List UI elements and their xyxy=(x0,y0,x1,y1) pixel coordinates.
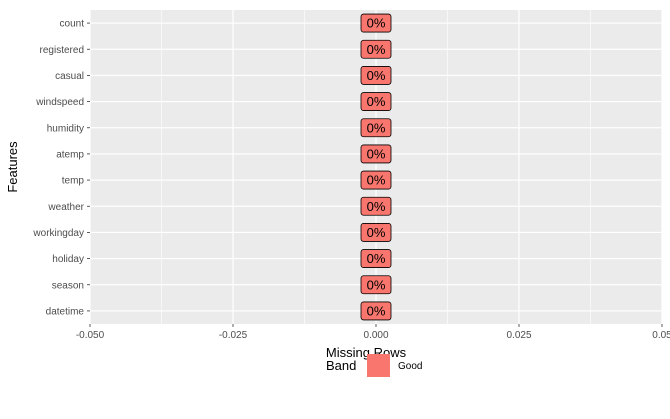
y-tick-label: registered xyxy=(40,45,84,56)
legend: Band Good xyxy=(326,354,422,377)
y-tick-label: count xyxy=(60,19,85,30)
data-label: 0% xyxy=(367,146,386,161)
y-tick-label: weather xyxy=(47,202,84,213)
y-tick-label: casual xyxy=(55,71,84,82)
data-label-box xyxy=(360,13,392,33)
y-axis-title: Features xyxy=(5,141,20,193)
data-label: 0% xyxy=(367,173,386,188)
data-label: 0% xyxy=(367,251,386,266)
data-label-box xyxy=(360,118,392,138)
data-label: 0% xyxy=(367,42,386,57)
y-tick-label: datetime xyxy=(46,306,85,317)
data-label: 0% xyxy=(367,277,386,292)
data-label-box xyxy=(360,223,392,242)
legend-label: Good xyxy=(398,361,422,372)
data-label-box xyxy=(360,196,392,216)
y-tick-label: holiday xyxy=(52,254,84,265)
data-label: 0% xyxy=(367,16,386,31)
y-tick-label: workingday xyxy=(32,228,84,239)
data-label: 0% xyxy=(367,303,386,318)
y-tick-label: season xyxy=(52,280,84,291)
data-label-box xyxy=(360,39,392,59)
x-tick-label: 0.000 xyxy=(363,330,388,341)
x-tick-label: -0.025 xyxy=(219,330,248,341)
x-tick-label: 0.025 xyxy=(506,330,531,341)
y-tick-label: temp xyxy=(62,176,85,187)
legend-title: Band xyxy=(326,358,356,373)
data-label-box xyxy=(360,275,392,295)
y-tick-label: humidity xyxy=(47,123,84,134)
data-label-box xyxy=(360,249,392,268)
legend-key xyxy=(367,354,390,377)
data-label-box xyxy=(360,144,392,164)
data-label: 0% xyxy=(367,199,386,214)
data-label-box xyxy=(360,66,392,85)
y-tick-label: atemp xyxy=(56,149,84,160)
x-tick-label: 0.05 xyxy=(652,330,670,341)
data-label-box xyxy=(360,92,392,111)
data-label: 0% xyxy=(367,94,386,109)
y-tick-label: windspeed xyxy=(35,97,84,108)
data-label-box xyxy=(360,301,392,321)
data-label-box xyxy=(360,170,392,190)
data-label: 0% xyxy=(367,68,386,83)
x-tick-label: -0.050 xyxy=(76,330,105,341)
data-label: 0% xyxy=(367,225,386,240)
data-label: 0% xyxy=(367,120,386,135)
